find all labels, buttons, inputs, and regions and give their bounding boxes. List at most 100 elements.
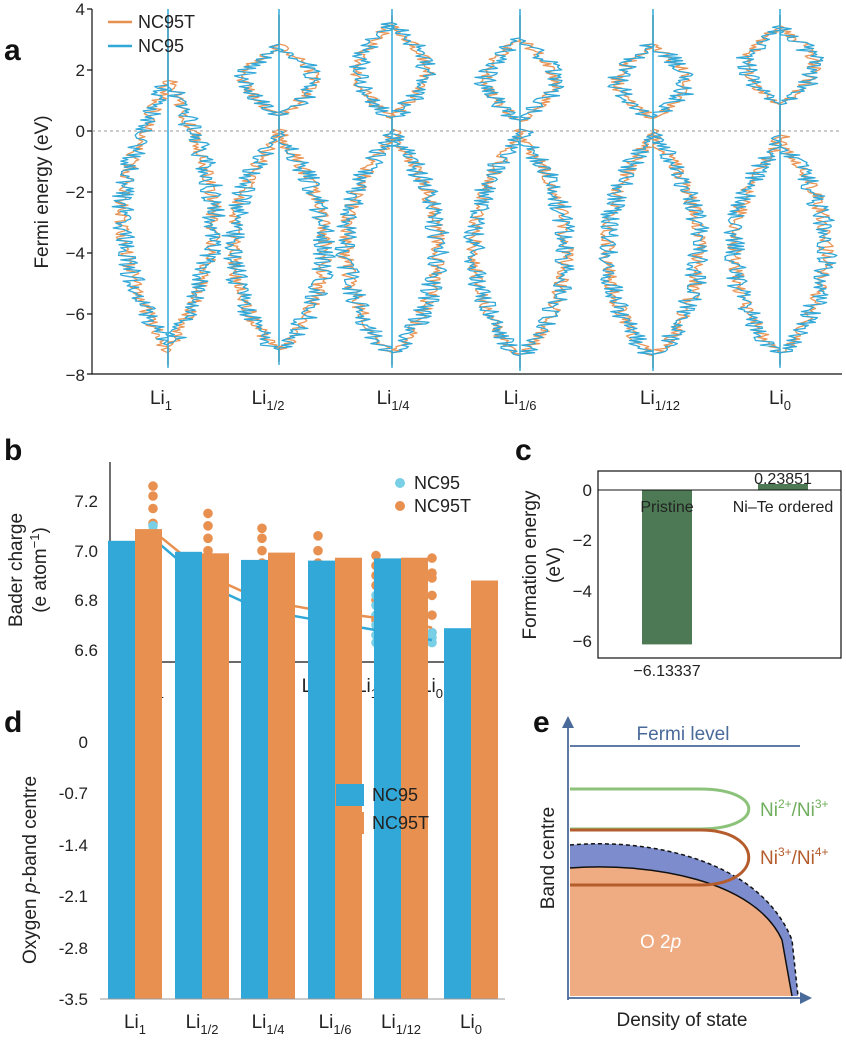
bar-nc95 (108, 540, 135, 999)
scatter-point-nc95t (427, 553, 437, 563)
panel-a-xtick: Li1/6 (504, 388, 537, 413)
scatter-point-nc95t (203, 545, 213, 556)
legend-label-nc95t: NC95T (414, 496, 471, 516)
bar-nc95t (202, 553, 229, 999)
panel-b-ytick: 6.6 (74, 641, 98, 660)
panel-b-letter: b (4, 434, 22, 467)
panel-a-plot-area (111, 9, 838, 371)
panel-c-ytick: 0 (583, 481, 592, 500)
panel-b-ytick: 6.8 (74, 591, 98, 610)
dos-trace-nc95 (598, 15, 654, 368)
dos-trace-nc95 (723, 15, 781, 365)
panel-d-xtick: Li1/4 (252, 1012, 285, 1037)
panel-d-ylabel: Oxygen p-band centre (20, 776, 41, 964)
bar-nc95 (444, 628, 471, 999)
panel-d-yticks: 0 -0.7 -1.4 -2.1 -2.8 -3.5 (59, 733, 88, 1009)
legend-swatch-nc95 (336, 784, 364, 806)
panel-a-ytick: −4 (66, 244, 85, 263)
panel-c-ylabel-line1: Formation energy (520, 490, 541, 639)
panel-d: d Oxygen p-band centre 0 -0.7 -1.4 -2.1 … (4, 529, 505, 1037)
legend-label-nc95t: NC95T (138, 12, 195, 32)
panel-a: a Fermi energy (eV) 4 2 0 −2 −4 −6 −8 NC… (4, 0, 842, 413)
panel-d-ytick: -2.8 (59, 939, 88, 958)
legend-label-nc95t: NC95T (372, 813, 429, 833)
dos-trace-nc95t (519, 15, 574, 368)
panel-d-xtick: Li1/6 (319, 1012, 352, 1037)
dos-trace-nc95t (167, 15, 222, 365)
scatter-point-nc95t (257, 523, 267, 534)
panel-c-plot-area (598, 484, 841, 645)
panel-d-xtick: Li0 (460, 1012, 482, 1037)
panel-b-ylabel-line2: (e atom−1) (27, 527, 51, 613)
panel-e-x-arrowhead (800, 992, 812, 1004)
dos-trace-nc95 (463, 15, 521, 368)
panel-e: e Fermi level Band centre Density of sta… (533, 706, 829, 1031)
panel-a-xtick: Li1/2 (252, 388, 285, 413)
ni-upper-lobe (570, 787, 751, 831)
scatter-point-nc95t (148, 481, 158, 491)
panel-c-category-label: Pristine (640, 499, 693, 516)
legend-swatch-nc95t (395, 501, 405, 511)
panel-a-ytick: −2 (66, 183, 85, 202)
bar-pristine (642, 490, 692, 645)
panel-d-letter: d (4, 706, 22, 739)
panel-e-ylabel: Band centre (538, 807, 559, 909)
scatter-point-nc95 (148, 521, 158, 531)
scatter-point-nc95 (427, 627, 437, 638)
dos-trace-nc95 (221, 15, 280, 362)
panel-c-category-label: Ni–Te ordered (733, 499, 834, 516)
panel-a-ylabel: Fermi energy (eV) (32, 115, 53, 268)
scatter-point-nc95t (371, 550, 381, 561)
scatter-point-nc95t (148, 503, 158, 514)
ni-lower-label: Ni3+/Ni4+ (760, 845, 829, 869)
panel-b-ylabel-line1: Bader charge (6, 513, 27, 627)
panel-b-legend: NC95 NC95T (395, 473, 471, 516)
panel-a-ytick: −6 (66, 305, 85, 324)
scatter-point-nc95t (257, 545, 267, 556)
panel-d-xtick: Li1/12 (381, 1012, 421, 1037)
dos-trace-nc95 (779, 15, 838, 365)
dos-trace-nc95 (334, 15, 393, 365)
panel-c-value-label: −6.13337 (633, 663, 700, 680)
panel-c-ytick: −4 (573, 582, 592, 601)
scatter-point-nc95t (203, 508, 213, 519)
dos-trace-nc95t (114, 15, 169, 365)
scatter-point-nc95t (427, 590, 437, 601)
dos-trace-nc95t (600, 15, 654, 368)
panel-c-value-label: 0.23851 (754, 471, 812, 488)
dos-trace-nc95 (391, 15, 450, 365)
bar-nc95t (401, 557, 428, 999)
panel-c-letter: c (515, 434, 532, 467)
dos-trace-nc95t (278, 15, 333, 362)
bar-nc95t (335, 557, 362, 999)
legend-swatch-nc95 (395, 478, 405, 488)
bar-nc95 (241, 559, 268, 999)
dos-trace-nc95 (652, 15, 710, 368)
scatter-point-nc95t (427, 568, 437, 578)
panel-d-ytick: -2.1 (59, 887, 88, 906)
o2p-orange-band (570, 866, 792, 996)
dos-trace-nc95 (519, 15, 576, 368)
panel-d-legend: NC95 NC95T (336, 784, 429, 834)
bar-nc95 (308, 560, 335, 999)
o2p-solid-edge (569, 866, 793, 997)
bar-nc95t (268, 552, 295, 999)
bar-nc95 (374, 558, 401, 999)
panel-d-xtick: Li1 (124, 1012, 146, 1037)
panel-a-ytick-marks (87, 8, 92, 375)
panel-a-xticks: Li1 Li1/2 Li1/4 Li1/6 Li1/12 Li0 (150, 388, 791, 413)
fermi-level-label: Fermi level (637, 724, 730, 745)
panel-a-ytick: 0 (76, 122, 85, 141)
panel-a-ytick: 4 (76, 0, 85, 19)
scatter-point-nc95t (203, 533, 213, 544)
scatter-point-nc95t (148, 491, 158, 501)
panel-b-ytick: 7.0 (74, 542, 98, 561)
panel-d-xticks: Li1 Li1/2 Li1/4 Li1/6 Li1/12 Li0 (124, 1012, 482, 1037)
dos-trace-nc95 (111, 15, 169, 365)
panel-e-y-arrowhead (562, 716, 574, 728)
panel-d-ytick: 0 (79, 733, 88, 752)
dos-trace-nc95t (652, 15, 708, 368)
panel-b-ytick: 7.2 (74, 492, 98, 511)
panel-c-ytick: −2 (573, 531, 592, 550)
